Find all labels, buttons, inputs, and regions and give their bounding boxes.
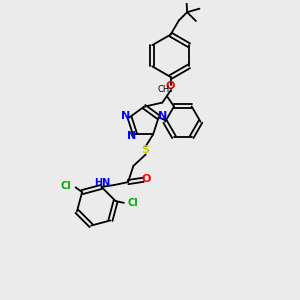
Text: N: N <box>127 131 136 141</box>
Text: HN: HN <box>94 178 110 188</box>
Text: S: S <box>142 145 150 155</box>
Text: N: N <box>158 111 167 122</box>
Text: N: N <box>121 111 130 122</box>
Text: Cl: Cl <box>128 198 139 208</box>
Text: CH₃: CH₃ <box>158 85 173 94</box>
Text: O: O <box>166 81 175 92</box>
Text: O: O <box>142 174 151 184</box>
Text: Cl: Cl <box>60 181 71 190</box>
